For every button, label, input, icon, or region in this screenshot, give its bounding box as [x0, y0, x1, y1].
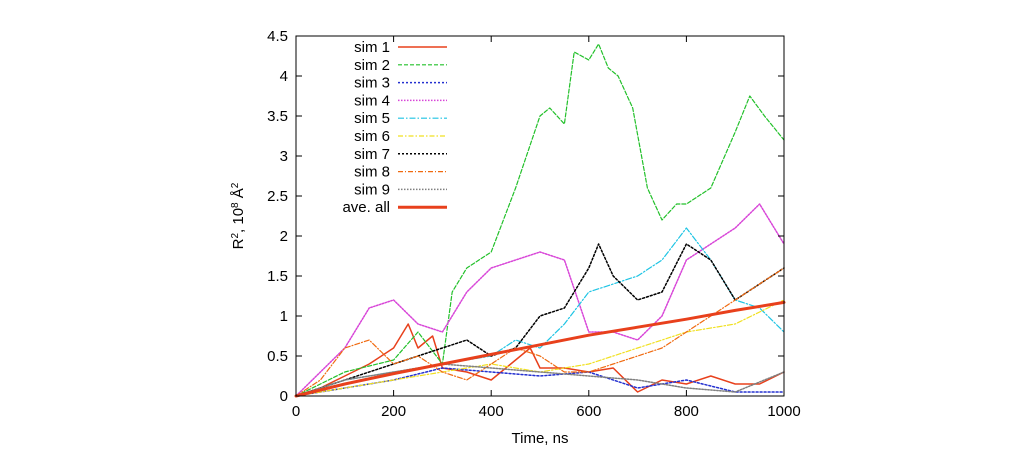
axis-ticks: 0 200 400 600 800 1000 0 0.5 1 1.5 2 2.5 3 3.5 4 4.5 — [267, 28, 801, 420]
y-axis-title-base: R — [230, 238, 247, 249]
legend-label: sim 5 — [354, 110, 390, 127]
legend-label: sim 6 — [354, 128, 390, 145]
y-axis-title-sup3: 2 — [230, 182, 241, 188]
x-tick-label: 600 — [576, 403, 601, 420]
series-line-sim-7 — [295, 243, 785, 397]
x-tick-label: 0 — [292, 403, 300, 420]
y-axis-title: R2, 108 Å2 — [230, 182, 248, 249]
x-tick-label: 400 — [479, 403, 504, 420]
y-tick-label: 3.5 — [267, 108, 288, 125]
y-axis-title-sup2: 8 — [230, 202, 241, 208]
y-tick-label: 2.5 — [267, 188, 288, 205]
y-tick-label: 0 — [280, 388, 288, 405]
y-tick-label: 1 — [280, 308, 288, 325]
y-axis-title-sup1: 2 — [230, 233, 241, 239]
y-tick-label: 3 — [280, 148, 288, 165]
legend-label: sim 9 — [354, 181, 390, 198]
series-line-sim-5 — [295, 227, 785, 397]
series-line-sim-9 — [295, 363, 785, 397]
y-tick-label: 4.5 — [267, 28, 288, 45]
series-line-sim-8 — [295, 267, 785, 397]
y-tick-label: 2 — [280, 228, 288, 245]
y-axis-title-unit: Å — [230, 188, 247, 202]
legend-label: sim 4 — [354, 92, 390, 109]
x-tick-label: 1000 — [767, 403, 800, 420]
legend-label: sim 3 — [354, 75, 390, 92]
x-tick-label: 800 — [674, 403, 699, 420]
series-line-ave-all — [294, 300, 786, 398]
y-tick-label: 4 — [280, 68, 288, 85]
plot-frame — [295, 35, 785, 397]
series-line-sim-4 — [295, 203, 785, 397]
series-line-sim-2 — [295, 43, 785, 397]
y-tick-label: 0.5 — [267, 348, 288, 365]
y-tick-label: 1.5 — [267, 268, 288, 285]
x-axis-title: Time, ns — [512, 430, 569, 447]
legend-label: sim 7 — [354, 146, 390, 163]
legend-label: sim 8 — [354, 164, 390, 181]
legend-label: ave. all — [342, 199, 390, 216]
legend-label: sim 1 — [354, 39, 390, 56]
plot-lines — [294, 43, 786, 398]
y-axis-title-mid: , 10 — [230, 208, 247, 233]
series-line-sim-6 — [295, 299, 785, 397]
legend-label: sim 2 — [354, 57, 390, 74]
series-line-sim-1 — [295, 323, 785, 397]
x-tick-label: 200 — [381, 403, 406, 420]
